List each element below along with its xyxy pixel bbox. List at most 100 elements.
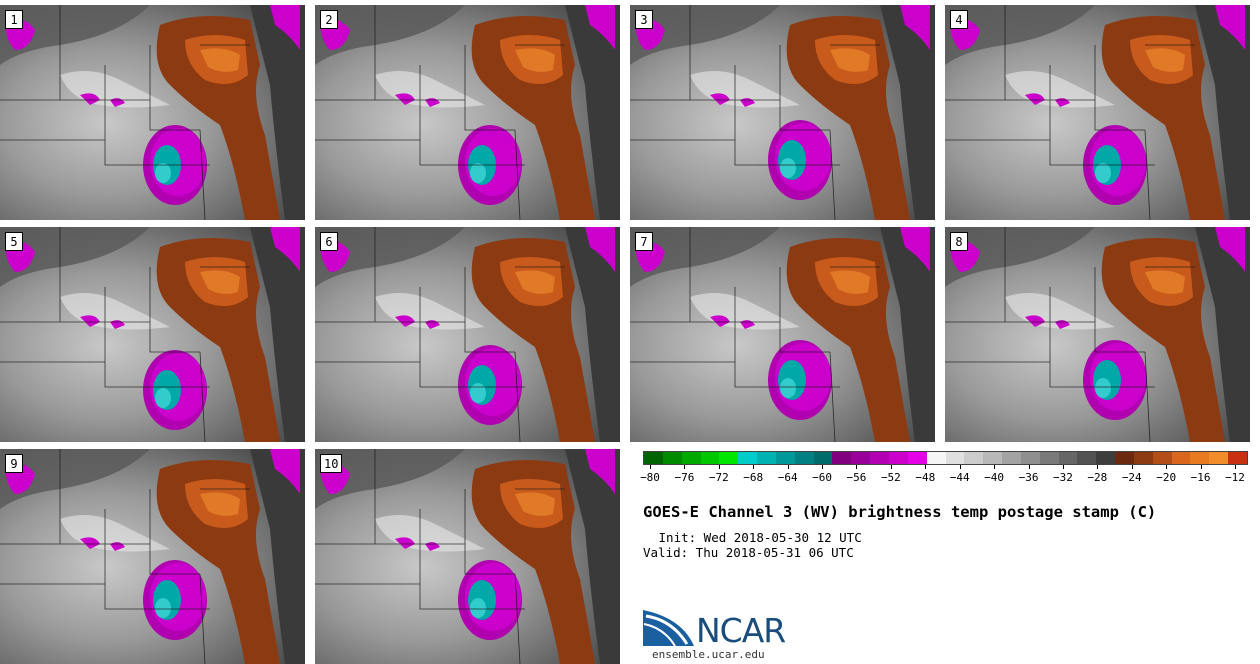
colorbar-tick <box>1200 465 1202 469</box>
colorbar-cell <box>681 452 701 464</box>
postage-stamp-panel: 7 <box>630 227 935 442</box>
colorbar-tick-label: −52 <box>880 471 901 484</box>
postage-stamp-panel: 8 <box>945 227 1250 442</box>
colorbar-cell <box>1096 452 1116 464</box>
colorbar-cell <box>719 452 739 464</box>
colorbar-tick-label: −68 <box>743 471 764 484</box>
colorbar-cell <box>1152 452 1172 464</box>
colorbar-tick-label: −80 <box>640 471 660 484</box>
wv-map <box>945 227 1250 442</box>
postage-stamp-panel: 10 <box>315 449 620 664</box>
colorbar-tick-label: −44 <box>949 471 970 484</box>
colorbar-tick <box>753 465 755 469</box>
panel-number: 9 <box>5 454 23 473</box>
colorbar-tick <box>1131 465 1133 469</box>
panel-number: 1 <box>5 10 23 29</box>
colorbar-cell <box>813 452 833 464</box>
colorbar-tick <box>994 465 996 469</box>
panel-number: 8 <box>950 232 968 251</box>
postage-stamp-panel: 4 <box>945 5 1250 220</box>
colorbar-cell <box>907 452 927 464</box>
colorbar-tick <box>1097 465 1099 469</box>
postage-stamp-panel: 6 <box>315 227 620 442</box>
colorbar-ticks: −80 −76 −72 −68 −64 −60 −56 −52 −48 −44 −40 −36 −32 −… <box>640 465 1248 487</box>
colorbar-tick-label: −32 <box>1053 471 1073 484</box>
ncar-logo <box>643 610 694 647</box>
colorbar-tick-label: −76 <box>674 471 695 484</box>
wv-map <box>315 449 620 664</box>
colorbar-tick <box>1028 465 1030 469</box>
postage-stamp-panel: 5 <box>0 227 305 442</box>
colorbar-cell <box>1133 452 1153 464</box>
colorbar-tick-label: −24 <box>1121 471 1142 484</box>
colorbar-cell <box>794 452 814 464</box>
colorbar-tick-label: −36 <box>1018 471 1039 484</box>
colorbar-cell <box>851 452 871 464</box>
colorbar-cell <box>1228 452 1247 464</box>
colorbar-tick-label: −56 <box>846 471 867 484</box>
colorbar-cell <box>662 452 682 464</box>
colorbar-cell <box>964 452 984 464</box>
wv-map <box>945 5 1250 220</box>
colorbar-tick <box>856 465 858 469</box>
colorbar-cell <box>1058 452 1078 464</box>
colorbar-cell <box>1171 452 1191 464</box>
colorbar-cell <box>926 452 946 464</box>
figure-title: GOES-E Channel 3 (WV) brightness temp po… <box>643 503 1157 521</box>
panel-number: 3 <box>635 10 653 29</box>
postage-stamp-panel: 1 <box>0 5 305 220</box>
init-time: Init: Wed 2018-05-30 12 UTC <box>651 530 862 545</box>
colorbar-tick <box>787 465 789 469</box>
colorbar-cell <box>1039 452 1059 464</box>
colorbar-cell <box>738 452 758 464</box>
postage-stamp-panel: 3 <box>630 5 935 220</box>
wv-map <box>315 5 620 220</box>
postage-stamp-panel: 9 <box>0 449 305 664</box>
colorbar-cell <box>1115 452 1134 464</box>
colorbar-cell <box>832 452 852 464</box>
panel-number: 7 <box>635 232 653 251</box>
colorbar-tick <box>650 465 651 469</box>
panel-number: 2 <box>320 10 338 29</box>
colorbar-cell <box>870 452 889 464</box>
colorbar-tick <box>718 465 720 469</box>
colorbar-tick-label: −60 <box>812 471 832 484</box>
colorbar-tick <box>959 465 961 469</box>
colorbar-tick <box>1166 465 1168 469</box>
colorbar-tick-label: −40 <box>984 471 1005 484</box>
colorbar-cell <box>1077 452 1097 464</box>
wv-map <box>0 227 305 442</box>
panel-number: 4 <box>950 10 968 29</box>
colorbar-tick <box>1235 465 1236 469</box>
panel-number: 6 <box>320 232 338 251</box>
colorbar-cell <box>888 452 908 464</box>
colorbar-cell <box>700 452 720 464</box>
colorbar-tick <box>890 465 892 469</box>
colorbar-tick-label: −48 <box>915 471 936 484</box>
site-url: ensemble.ucar.edu <box>652 648 765 661</box>
wv-map <box>315 227 620 442</box>
colorbar-cell <box>983 452 1003 464</box>
wv-map <box>630 5 935 220</box>
colorbar-tick <box>822 465 824 469</box>
colorbar-cell <box>644 452 663 464</box>
wv-map <box>0 449 305 664</box>
colorbar-cell <box>757 452 776 464</box>
colorbar-tick-label: −20 <box>1156 471 1177 484</box>
colorbar-cell <box>1020 452 1040 464</box>
colorbar-cell <box>1002 452 1021 464</box>
colorbar-cell <box>945 452 965 464</box>
colorbar-tick <box>684 465 686 469</box>
wv-map <box>0 5 305 220</box>
colorbar-tick-label: −64 <box>777 471 798 484</box>
colorbar-cell <box>775 452 795 464</box>
colorbar-tick <box>925 465 927 469</box>
colorbar-tick-label: −28 <box>1087 471 1108 484</box>
colorbar-tick <box>1062 465 1064 469</box>
colorbar-cell <box>1190 452 1210 464</box>
colorbar-cell <box>1209 452 1229 464</box>
postage-stamp-panel: 2 <box>315 5 620 220</box>
colorbar-tick-label: −72 <box>708 471 729 484</box>
logo-text: NCAR <box>696 611 786 650</box>
panel-number: 10 <box>320 454 343 473</box>
